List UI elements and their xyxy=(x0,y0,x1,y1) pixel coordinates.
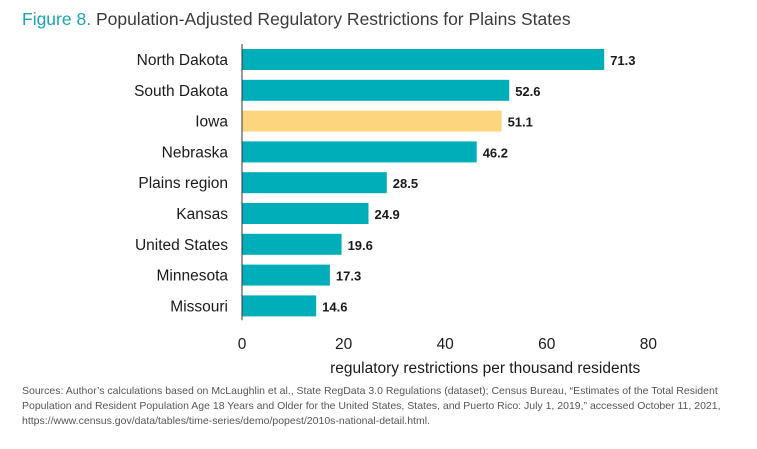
bar-minnesota xyxy=(242,264,330,286)
bar-north-dakota xyxy=(242,49,605,70)
bar-nebraska xyxy=(242,141,477,163)
x-axis-title: regulatory restrictions per thousand res… xyxy=(330,360,640,377)
category-label-north-dakota: North Dakota xyxy=(137,52,229,69)
bar-missouri xyxy=(242,295,317,317)
figure-label: Figure 8. xyxy=(22,9,92,29)
bar-south-dakota xyxy=(242,79,510,101)
category-label-minnesota: Minnesota xyxy=(156,268,228,285)
category-label-south-dakota: South Dakota xyxy=(134,83,228,100)
x-tick-label-60: 60 xyxy=(538,336,556,353)
category-label-united-states: United States xyxy=(135,237,228,254)
sources-note: Sources: Author’s calculations based on … xyxy=(22,385,721,427)
category-label-kansas: Kansas xyxy=(176,206,228,223)
bar-kansas xyxy=(242,203,369,224)
bar-united-states xyxy=(242,233,342,255)
bar-chart: North Dakota 71.3 South Dakota 52.6 Iowa 51.1… xyxy=(134,44,658,377)
category-label-missouri: Missouri xyxy=(170,298,228,315)
value-label-south-dakota: 52.6 xyxy=(515,84,540,99)
value-label-united-states: 19.6 xyxy=(348,238,373,253)
value-label-plains-region: 28.5 xyxy=(393,176,418,191)
x-tick-label-80: 80 xyxy=(640,336,658,353)
bar-iowa xyxy=(242,110,502,132)
value-label-iowa: 51.1 xyxy=(508,115,533,130)
x-tick-label-0: 0 xyxy=(238,336,247,353)
bar-plains-region xyxy=(242,172,387,194)
category-label-iowa: Iowa xyxy=(195,114,228,131)
x-tick-label-20: 20 xyxy=(335,336,353,353)
value-label-missouri: 14.6 xyxy=(322,299,347,314)
figure-title-text: Population-Adjusted Regulatory Restricti… xyxy=(95,9,571,29)
category-label-nebraska: Nebraska xyxy=(162,144,229,161)
value-label-nebraska: 46.2 xyxy=(483,145,508,160)
chart-title: Figure 8. Population-Adjusted Regulatory… xyxy=(22,9,571,30)
category-label-plains-region: Plains region xyxy=(138,175,228,192)
value-label-north-dakota: 71.3 xyxy=(610,53,635,68)
value-label-kansas: 24.9 xyxy=(374,207,399,222)
value-label-minnesota: 17.3 xyxy=(336,269,361,284)
x-tick-label-40: 40 xyxy=(437,336,455,353)
